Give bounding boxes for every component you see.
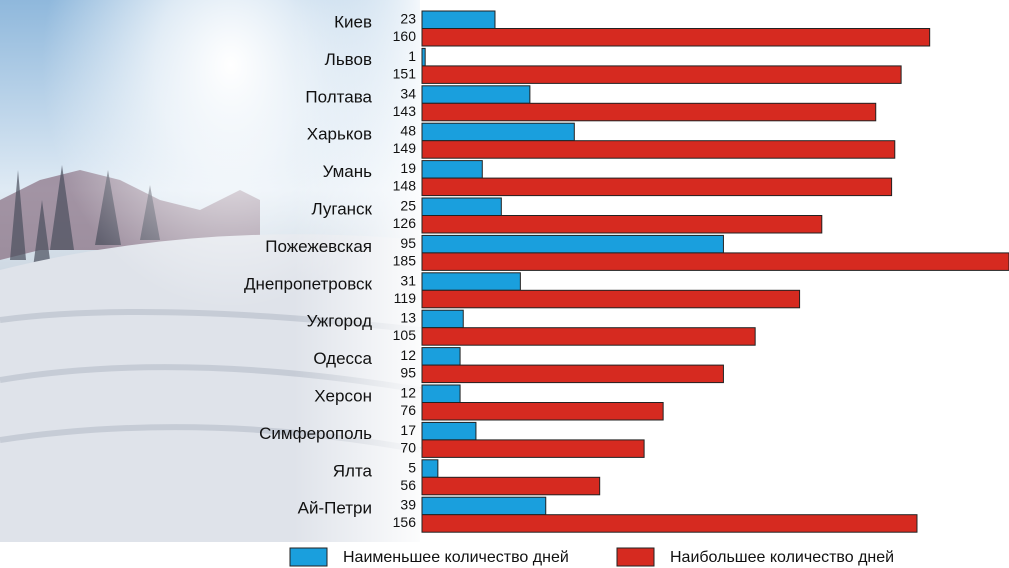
category-label: Харьков: [307, 125, 372, 144]
value-label: 17: [400, 422, 416, 438]
bar: [421, 85, 531, 104]
category-label: Киев: [334, 12, 372, 31]
bar: [421, 65, 902, 84]
value-label: 1: [408, 48, 416, 64]
value-label: 148: [393, 178, 417, 194]
legend-label: Наибольшее количество дней: [670, 549, 894, 566]
bar: [421, 327, 756, 346]
category-label: Херсон: [314, 386, 372, 405]
bar: [421, 272, 521, 291]
bar: [421, 28, 931, 47]
bar: [421, 496, 547, 516]
value-label: 151: [393, 65, 417, 81]
category-label: Ужгород: [307, 312, 372, 331]
bar: [421, 289, 801, 309]
legend-label: Наименьшее количество дней: [343, 549, 569, 566]
value-label: 13: [400, 310, 416, 326]
bar: [421, 140, 896, 159]
legend-swatch: [616, 547, 655, 567]
bar: [421, 421, 477, 441]
bar: [421, 197, 502, 216]
bar: [421, 252, 1009, 271]
category-label: Умань: [323, 162, 373, 181]
legend-swatch: [289, 547, 328, 567]
bar: [421, 177, 893, 197]
value-label: 149: [393, 140, 417, 156]
value-label: 23: [400, 10, 416, 26]
bar: [421, 215, 823, 234]
value-label: 34: [400, 85, 416, 101]
value-label: 19: [400, 160, 416, 176]
value-label: 25: [400, 197, 416, 213]
bar: [421, 384, 461, 403]
value-label: 12: [400, 384, 416, 400]
background-photo: [0, 0, 421, 542]
bar: [421, 160, 483, 179]
bar: [421, 309, 464, 329]
value-label: 39: [400, 497, 416, 513]
value-label: 70: [400, 439, 416, 455]
category-label: Луганск: [312, 199, 373, 218]
bar: [421, 459, 439, 478]
value-label: 156: [393, 514, 417, 530]
value-label: 48: [400, 123, 416, 139]
value-label: 95: [400, 235, 416, 251]
bar: [421, 476, 601, 496]
category-label: Львов: [325, 50, 372, 69]
value-label: 12: [400, 347, 416, 363]
category-label: Днепропетровск: [244, 274, 373, 293]
bar: [421, 347, 461, 366]
bar: [421, 364, 724, 384]
bar: [421, 439, 645, 458]
bar: [421, 234, 724, 254]
value-label: 5: [408, 459, 416, 475]
value-label: 105: [393, 327, 417, 343]
value-label: 95: [400, 365, 416, 381]
value-label: 143: [393, 103, 417, 119]
bar: [421, 102, 877, 122]
bar: [421, 122, 575, 142]
bar: [421, 47, 426, 67]
value-label: 126: [393, 215, 417, 231]
value-label: 31: [400, 272, 416, 288]
category-label: Ялта: [333, 461, 373, 480]
category-label: Симферополь: [259, 424, 372, 443]
value-label: 76: [400, 402, 416, 418]
value-label: 56: [400, 477, 416, 493]
category-label: Ай-Петри: [298, 499, 372, 518]
category-label: Пожежевская: [265, 237, 372, 256]
value-label: 160: [393, 28, 417, 44]
value-label: 119: [394, 290, 417, 306]
category-label: Полтава: [305, 87, 372, 106]
bar: [421, 402, 664, 421]
bar: [421, 10, 496, 29]
category-label: Одесса: [313, 349, 372, 368]
value-label: 185: [393, 252, 417, 268]
bar: [421, 514, 918, 533]
